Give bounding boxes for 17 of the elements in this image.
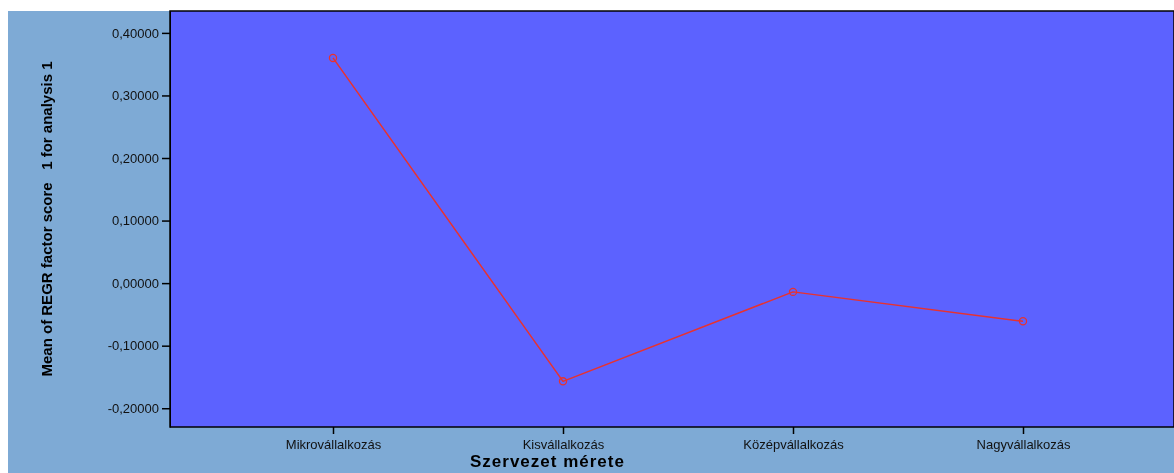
point (1018, 317, 1028, 326)
y-axis-title: Mean of REGR factor score 1 for analysis 1 (38, 61, 55, 377)
y-tick-label: 0,20000 (112, 150, 159, 166)
point (558, 377, 568, 386)
x-tick-label: Nagyvállalkozás (976, 436, 1071, 452)
y-tick-label: -0,20000 (107, 400, 159, 416)
y-tick-label: 0,40000 (112, 25, 159, 41)
point (788, 287, 798, 297)
point (328, 53, 338, 63)
x-tick-label: Középvállalkozás (743, 436, 845, 452)
x-axis-title: Szervezet mérete (470, 452, 625, 471)
x-tick-label: Kisvállalkozás (522, 436, 605, 452)
x-tick-label: Mikrovállalkozás (285, 436, 382, 452)
y-tick-label: 0,10000 (112, 213, 159, 229)
y-tick-label: -0,10000 (107, 338, 159, 354)
y-tick-label: 0,30000 (112, 88, 159, 104)
y-tick-label: 0,00000 (112, 275, 159, 291)
